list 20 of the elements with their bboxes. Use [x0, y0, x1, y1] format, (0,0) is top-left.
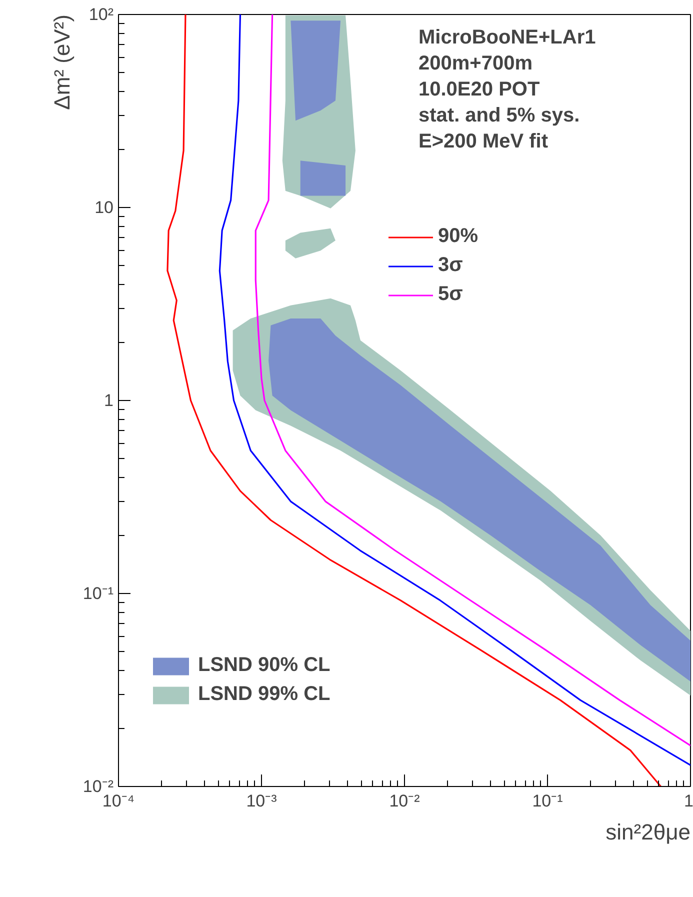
- x-tick-label: 10⁻²: [389, 792, 420, 810]
- legend-label: 5σ: [438, 283, 463, 306]
- y-tick-label: 10⁻¹: [82, 584, 114, 603]
- x-tick-label: 10⁻³: [246, 792, 278, 810]
- annotation: MicroBooNE+LAr1: [418, 26, 596, 48]
- legend-label: LSND 99% CL: [198, 683, 330, 706]
- annotation: stat. and 5% sys.: [418, 104, 580, 126]
- x-tick-label: 1: [684, 792, 693, 810]
- y-tick-label: 10: [94, 198, 114, 217]
- y-axis-title: Δm² (eV²): [50, 14, 74, 110]
- x-tick-label: 10⁻¹: [532, 792, 564, 810]
- y-tick-label: 10²: [88, 5, 114, 24]
- legend-label: LSND 90% CL: [198, 654, 330, 677]
- annotation: E>200 MeV fit: [418, 130, 548, 152]
- x-axis-title: sin²2θμe: [606, 820, 691, 844]
- legend-label: 90%: [438, 225, 478, 248]
- legend-label: 3σ: [438, 254, 463, 277]
- y-tick-label: 1: [104, 391, 114, 410]
- annotation: 10.0E20 POT: [418, 78, 540, 100]
- annotation: 200m+700m: [418, 52, 532, 74]
